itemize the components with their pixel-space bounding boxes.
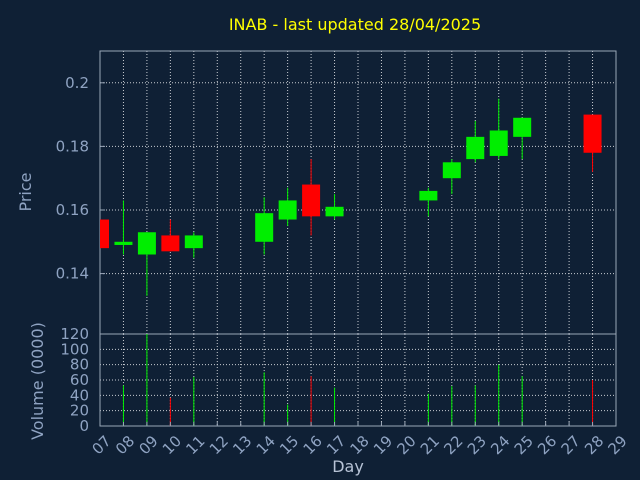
volume-tick-label: 120 <box>60 325 89 343</box>
volume-bars <box>122 334 594 426</box>
candle-body-day-21 <box>419 190 438 201</box>
volume-tick-label: 20 <box>70 402 89 420</box>
x-tick-label: 18 <box>347 432 373 458</box>
candle-body-day-22 <box>442 162 461 179</box>
candle-body-day-11 <box>184 235 203 249</box>
price-tick-label: 0.18 <box>56 137 89 155</box>
x-tick-label: 21 <box>417 432 443 458</box>
price-axis-label: Price <box>16 172 35 211</box>
volume-axis-label: Volume (0000) <box>28 322 47 440</box>
volume-tick-label: 100 <box>60 340 89 358</box>
candle-body-day-16 <box>302 184 321 217</box>
x-tick-label: 25 <box>511 432 537 458</box>
volume-tick-label: 60 <box>70 371 89 389</box>
candle-body-day-23 <box>466 136 485 160</box>
price-tick-label: 0.2 <box>65 74 89 92</box>
volume-tick-label: 40 <box>70 386 89 404</box>
x-tick-label: 09 <box>135 432 161 458</box>
candle-body-day-7 <box>100 219 109 249</box>
candle-body-day-25 <box>513 117 532 137</box>
x-tick-label: 10 <box>159 432 185 458</box>
candle-body-day-24 <box>489 130 508 156</box>
candle-body-day-14 <box>255 213 274 242</box>
x-tick-label: 14 <box>253 432 279 458</box>
x-tick-label: 16 <box>300 432 326 458</box>
x-tick-label: 11 <box>182 432 208 458</box>
grid-layer <box>100 51 616 426</box>
candle-body-day-9 <box>137 232 156 255</box>
candle-body-day-15 <box>278 200 297 220</box>
x-tick-label: 23 <box>464 432 490 458</box>
price-tick-label: 0.16 <box>56 201 89 219</box>
x-tick-label: 28 <box>581 432 607 458</box>
tick-labels: 0.140.160.180.20204060801001200708091011… <box>56 74 631 458</box>
x-tick-label: 20 <box>393 432 419 458</box>
x-tick-label: 12 <box>206 432 232 458</box>
x-tick-label: 27 <box>558 432 584 458</box>
candles <box>100 98 602 296</box>
x-tick-label: 13 <box>229 432 255 458</box>
x-tick-label: 17 <box>323 432 349 458</box>
x-tick-label: 22 <box>440 432 466 458</box>
x-axis-label: Day <box>332 457 364 476</box>
candle-body-day-17 <box>325 206 344 217</box>
x-tick-label: 19 <box>370 432 396 458</box>
candle-body-day-28 <box>583 114 602 153</box>
x-tick-label: 26 <box>534 432 560 458</box>
candle-body-day-8 <box>114 241 133 245</box>
volume-tick-label: 0 <box>79 417 89 435</box>
candle-body-day-10 <box>161 235 180 252</box>
x-tick-label: 08 <box>112 432 138 458</box>
x-tick-label: 15 <box>276 432 302 458</box>
volume-tick-label: 80 <box>70 356 89 374</box>
x-tick-label: 29 <box>605 432 631 458</box>
x-tick-label: 07 <box>89 432 115 458</box>
price-tick-label: 0.14 <box>56 265 89 283</box>
x-tick-label: 24 <box>487 432 513 458</box>
chart-title: INAB - last updated 28/04/2025 <box>229 15 481 34</box>
